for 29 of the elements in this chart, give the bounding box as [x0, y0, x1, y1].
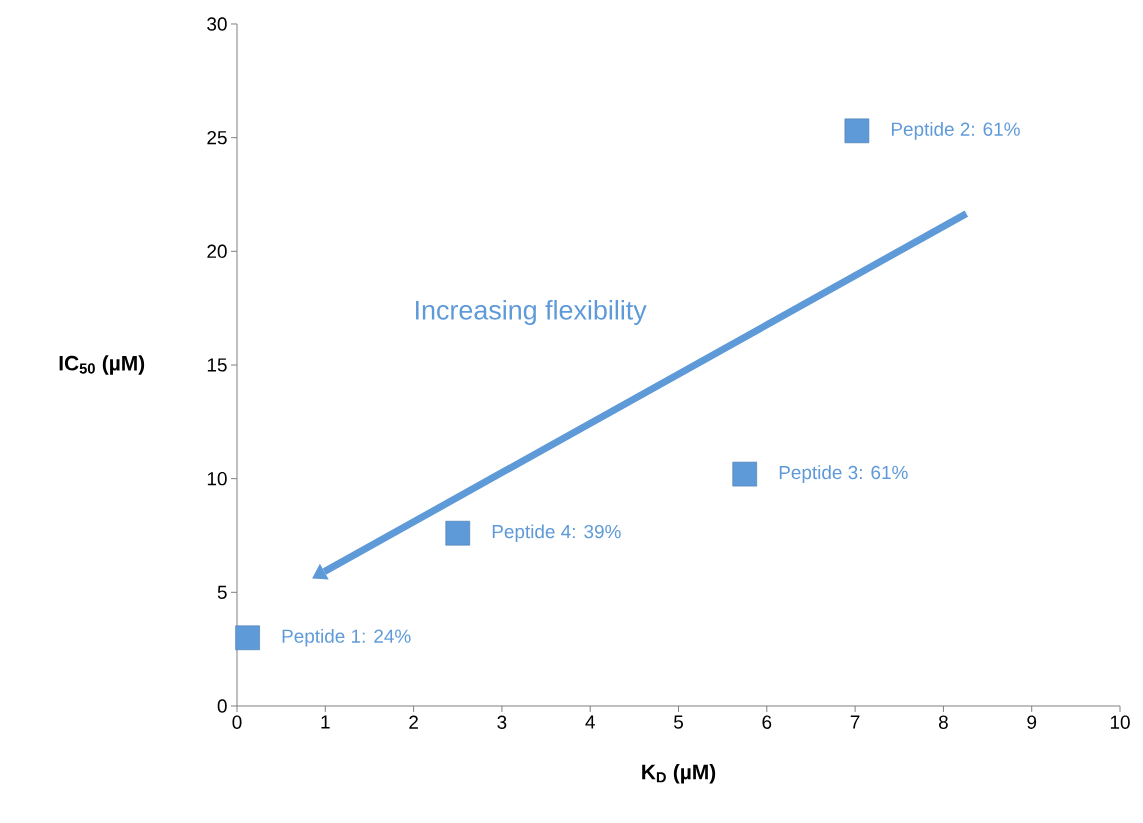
x-tick-label: 1 — [321, 715, 330, 729]
x-tick-label: 5 — [674, 715, 683, 729]
data-label: Peptide 3: 61% — [779, 465, 908, 483]
y-tick-label: 0 — [217, 699, 227, 713]
x-tick-label: 10 — [1110, 715, 1130, 729]
x-tick-label: 9 — [1027, 715, 1037, 729]
x-axis-title: K$_{D}$ (µM) — [642, 764, 716, 784]
y-tick-label: 20 — [207, 244, 227, 259]
point — [844, 118, 870, 144]
point — [445, 520, 471, 546]
y-axis-title: IC$_{50}$ (µM) — [59, 355, 145, 375]
point — [732, 461, 758, 487]
x-tick-label: 6 — [762, 715, 772, 729]
x-tick-label: 8 — [938, 715, 948, 729]
x-tick-label: 0 — [232, 715, 242, 729]
data-label: Peptide 4: 39% — [492, 524, 621, 543]
x-tick-label: 4 — [585, 715, 595, 729]
point — [235, 625, 260, 651]
y-tick-label: 5 — [217, 585, 227, 599]
y-tick-label: 30 — [207, 17, 227, 31]
data-label: Peptide 1: 24% — [282, 628, 411, 647]
x-tick-label: 7 — [850, 715, 860, 729]
y-tick-label: 15 — [207, 358, 227, 372]
data-label: Peptide 2: 61% — [891, 122, 1020, 140]
y-tick-label: 10 — [207, 471, 227, 486]
y-tick-label: 25 — [207, 130, 227, 145]
x-tick-label: 3 — [497, 715, 507, 729]
annotation: Increasing flexibility — [416, 299, 647, 326]
x-tick-label: 2 — [409, 715, 418, 729]
